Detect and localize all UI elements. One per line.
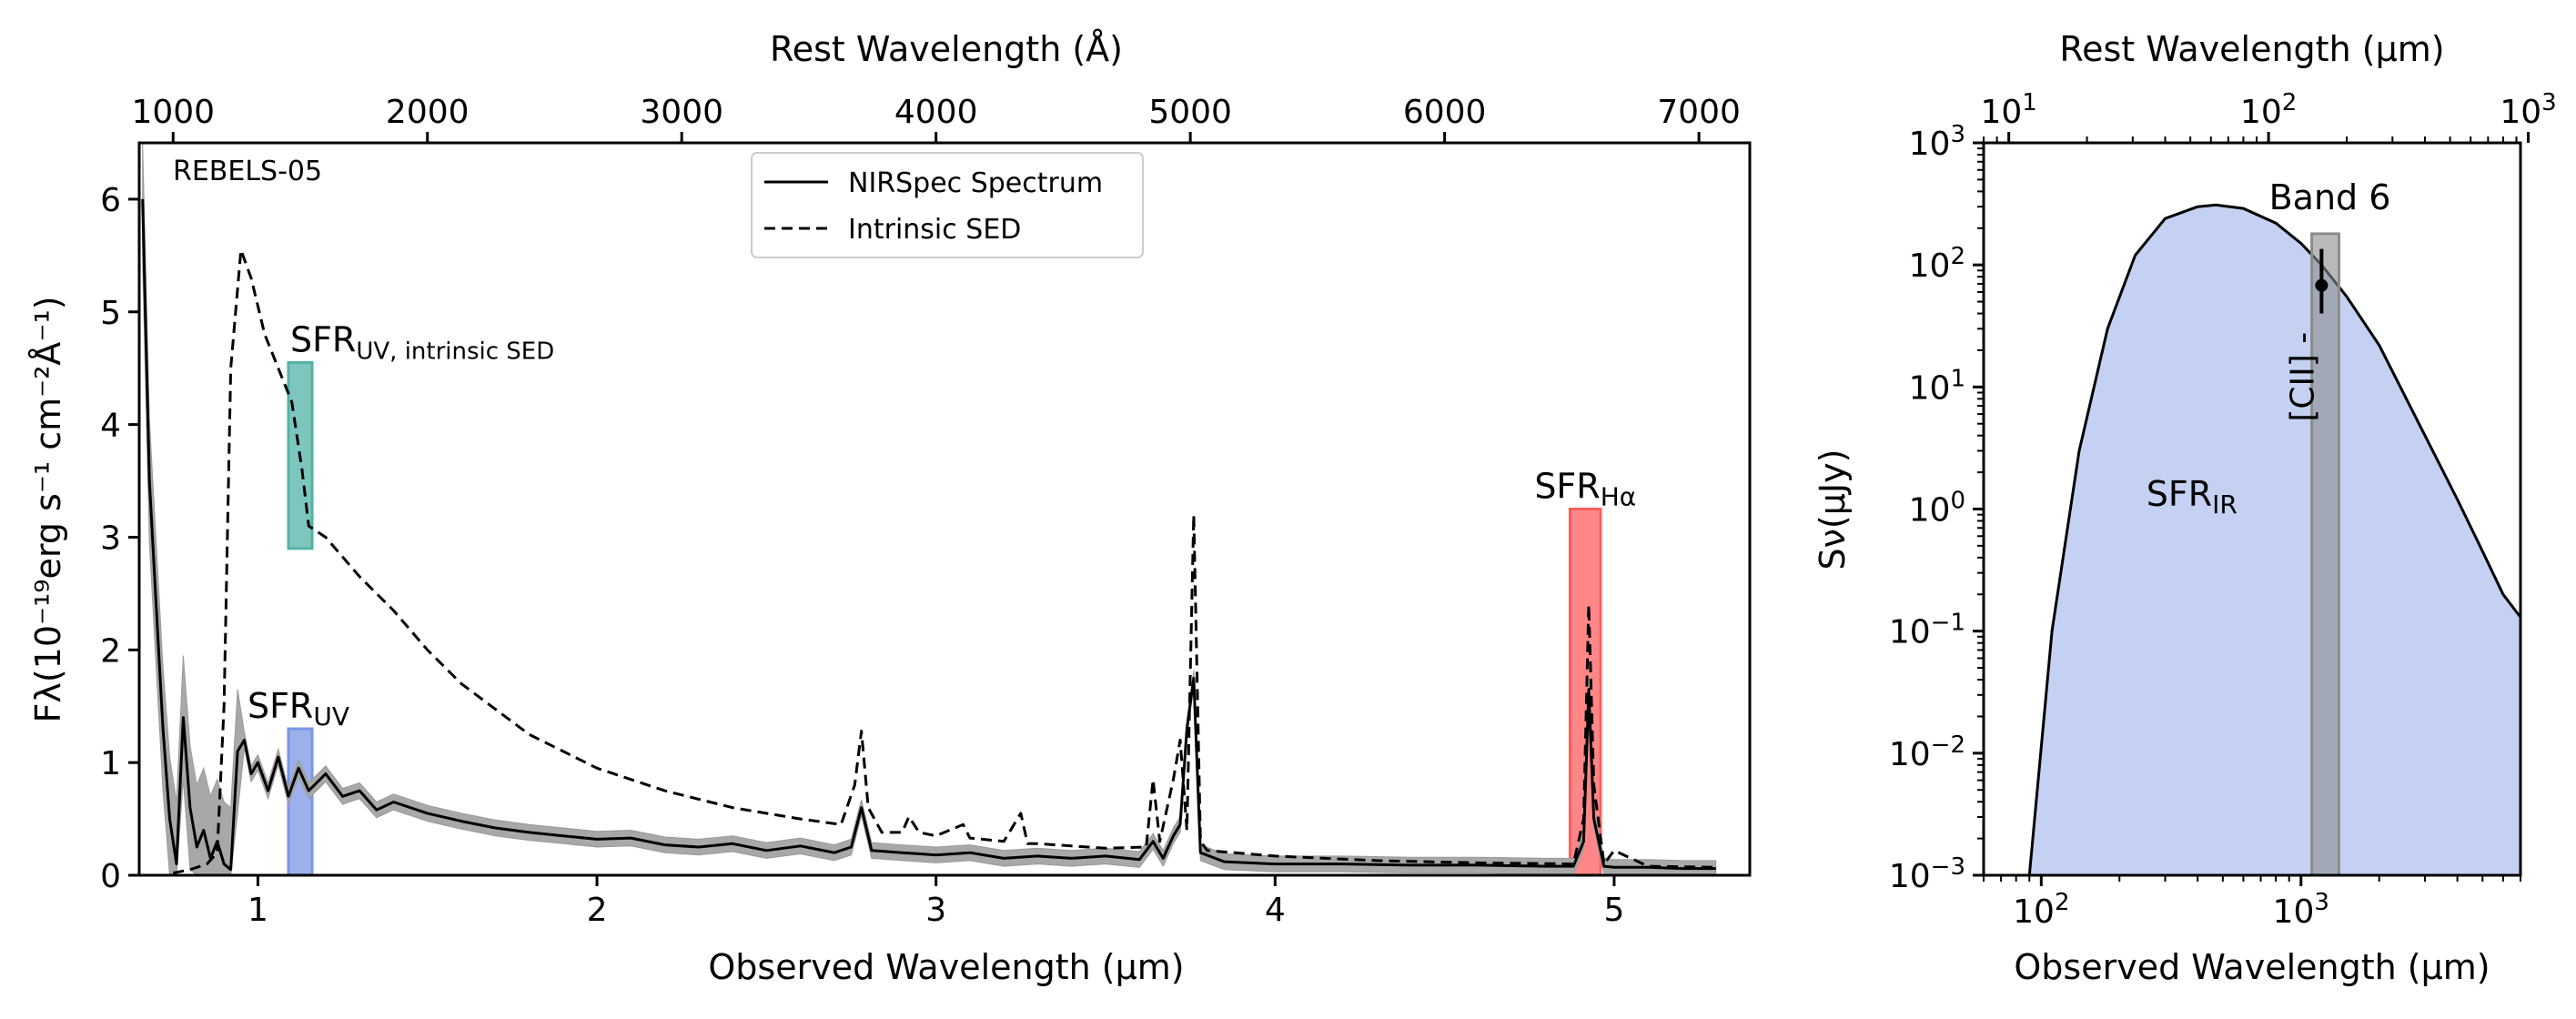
x-tick-label-1: 2 xyxy=(587,892,608,929)
sfr-band-1 xyxy=(287,727,314,877)
dust-y-tick-label-6: 103 xyxy=(1909,121,1965,163)
band6-rect xyxy=(2310,232,2340,877)
spectrum-plot-frame xyxy=(137,141,1752,877)
spectrum-x-axis-label: Observed Wavelength (μm) xyxy=(708,947,1184,987)
top-x-tick-label-6: 7000 xyxy=(1657,94,1741,131)
top-x-tick-label-2: 3000 xyxy=(640,94,723,131)
dust-top-x-tick-label-0: 101 xyxy=(1980,89,2036,131)
dust-x-tick-label-0: 102 xyxy=(2013,889,2069,931)
top-x-tick-label-0: 1000 xyxy=(131,94,215,131)
x-tick-label-0: 1 xyxy=(247,892,268,929)
y-tick-label-1: 1 xyxy=(100,745,121,782)
y-tick-label-0: 0 xyxy=(100,858,121,895)
x-tick-label-3: 4 xyxy=(1265,892,1286,929)
dust-sed-curve xyxy=(2027,203,2522,876)
top-x-tick-label-1: 2000 xyxy=(386,94,470,131)
dust-y-tick-label-4: 101 xyxy=(1909,365,1965,407)
nirspec-spectrum-line xyxy=(141,198,1716,872)
legend-frame xyxy=(751,152,1144,258)
sfr-ir-label: SFRIR xyxy=(2147,474,2238,520)
dust-top-x-tick-label-1: 102 xyxy=(2240,89,2297,131)
top-x-tick-label-5: 6000 xyxy=(1403,94,1487,131)
spectrum-y-axis-label: Fλ(10⁻¹⁹erg s⁻¹ cm⁻²Å⁻¹) xyxy=(27,296,68,722)
dust-sed-fill xyxy=(2029,205,2520,875)
sfr-band-label-1: SFRUV xyxy=(247,686,349,731)
sfr-band-0 xyxy=(287,361,314,550)
dust-y-tick-label-5: 102 xyxy=(1909,243,1965,285)
sfr-band-label-2: SFRHα xyxy=(1534,467,1636,512)
spectrum-legend: NIRSpec Spectrum Intrinsic SED xyxy=(751,152,1144,258)
spectrum-panel: SFRUV, intrinsic SED SFRUV SFRHα 1 2 3 4 5 0 1 2 3… xyxy=(27,29,1752,987)
dust-y-tick-label-0: 10−3 xyxy=(1889,853,1965,895)
dust-y-axis-label: Sν(μJy) xyxy=(1813,449,1853,570)
dust-y-tick-label-3: 100 xyxy=(1909,488,1965,530)
y-tick-label-6: 6 xyxy=(100,182,121,219)
dust-y-tick-label-2: 10−1 xyxy=(1889,610,1965,651)
y-tick-label-3: 3 xyxy=(100,520,121,557)
x-tick-label-2: 3 xyxy=(925,892,946,929)
top-x-tick-label-3: 4000 xyxy=(894,94,978,131)
dust-sed-panel: SFRIR Band 6 [CII] - 102 103 10−3 10−2 10−1 10… xyxy=(1813,29,2557,987)
spectrum-top-axis-label: Rest Wavelength (Å) xyxy=(770,29,1123,69)
x-tick-label-4: 5 xyxy=(1603,892,1624,929)
y-tick-label-5: 5 xyxy=(100,295,121,332)
y-tick-label-4: 4 xyxy=(100,408,121,445)
legend-label-nirspec: NIRSpec Spectrum xyxy=(848,167,1103,199)
top-x-tick-label-4: 5000 xyxy=(1148,94,1232,131)
dust-top-x-tick-label-2: 103 xyxy=(2500,89,2556,131)
spectrum-object-name: REBELS-05 xyxy=(173,156,322,187)
band6-label: Band 6 xyxy=(2269,177,2391,217)
dust-top-axis-label: Rest Wavelength (μm) xyxy=(2059,29,2444,69)
sfr-band-label-0: SFRUV, intrinsic SED xyxy=(290,320,554,366)
cii-label: [CII] - xyxy=(2284,332,2321,422)
legend-label-intrinsic: Intrinsic SED xyxy=(848,214,1021,246)
dust-y-tick-label-1: 10−2 xyxy=(1889,731,1965,773)
dust-x-axis-label: Observed Wavelength (μm) xyxy=(2014,947,2490,987)
intrinsic-sed-line xyxy=(173,248,1716,874)
cii-data-point xyxy=(2315,278,2329,292)
dust-x-tick-label-1: 103 xyxy=(2273,889,2329,931)
y-tick-label-2: 2 xyxy=(100,632,121,670)
